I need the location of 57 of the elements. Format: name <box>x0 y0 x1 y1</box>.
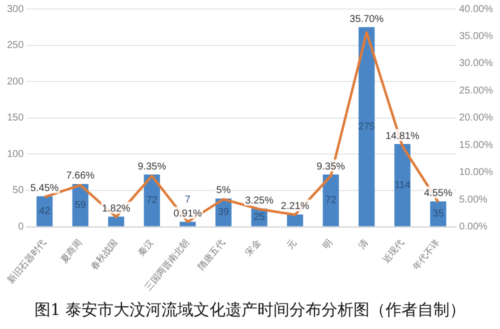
y-tick-label: 0 <box>18 222 24 233</box>
y-tick-label: 300 <box>6 4 24 15</box>
x-tick-label: 宋金 <box>243 238 264 258</box>
data-label: 14.81% <box>385 130 420 142</box>
data-label: 9.35% <box>316 161 346 172</box>
data-label: 5% <box>216 185 231 196</box>
x-tick-label: 明 <box>320 238 335 252</box>
y2-tick-label: 10.00% <box>459 167 494 178</box>
data-label: 9.35% <box>138 161 166 172</box>
y2-tick-label: 30.00% <box>459 58 494 70</box>
y-tick-label: 50 <box>12 185 24 196</box>
y2-tick-label: 35.00% <box>459 30 494 42</box>
x-tick-label: 春秋战国 <box>88 238 120 272</box>
bar <box>108 216 124 226</box>
x-tick-label: 隋唐五代 <box>196 238 228 272</box>
y2-tick-label: 40.00% <box>459 4 494 15</box>
data-label: 1.82% <box>102 203 130 214</box>
bar <box>322 174 339 226</box>
x-tick-label: 秦汉 <box>136 238 156 258</box>
data-label: 4.55% <box>424 188 452 200</box>
x-tick-label: 年代不详 <box>410 238 442 272</box>
data-label: 7.66% <box>66 170 95 182</box>
data-label: 5.45% <box>30 183 59 194</box>
y2-tick-label: 20.00% <box>459 112 494 124</box>
y2-tick-label: 15.00% <box>459 140 494 151</box>
bar <box>287 214 304 226</box>
data-label: 72 <box>146 195 158 206</box>
data-label: 3.25% <box>245 195 274 206</box>
bar <box>394 144 410 226</box>
data-label: 114 <box>394 180 411 191</box>
data-label: 2.21% <box>280 201 310 212</box>
x-tick-label: 近现代 <box>380 238 407 266</box>
x-tick-label: 元 <box>284 238 300 252</box>
data-label: 275 <box>358 121 376 132</box>
y-tick-label: 200 <box>6 76 24 88</box>
x-tick-label: 新旧石器时代 <box>6 238 49 286</box>
bar <box>36 196 53 226</box>
data-label: 72 <box>325 195 337 206</box>
bar <box>180 222 196 226</box>
data-label: 59 <box>74 200 86 211</box>
y-tick-label: 150 <box>6 112 24 124</box>
x-tick-label: 夏商周 <box>58 238 84 266</box>
data-label: 39 <box>218 207 230 218</box>
y2-tick-label: 25.00% <box>459 85 494 96</box>
data-label: 7 <box>184 194 191 206</box>
data-label: 35 <box>432 208 444 220</box>
data-label: 0.91% <box>174 208 202 220</box>
y2-tick-label: 0.00% <box>459 222 488 233</box>
bar <box>358 27 375 226</box>
y2-tick-label: 5.00% <box>459 194 488 206</box>
data-label: 42 <box>39 206 51 218</box>
data-label: 35.70% <box>350 14 384 25</box>
y-tick-label: 100 <box>6 148 24 160</box>
text: 图1 泰安市大汶河流域文化遗产时间分布分析图（作者自制） <box>33 300 467 321</box>
y-tick-label: 250 <box>6 40 24 52</box>
data-label: 25 <box>254 212 266 224</box>
x-tick-label: 清 <box>356 238 371 252</box>
